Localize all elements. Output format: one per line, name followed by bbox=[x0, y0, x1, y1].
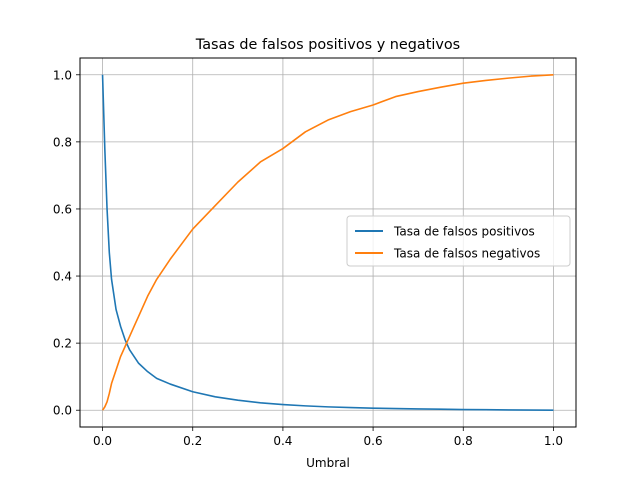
x-tick-label: 0.0 bbox=[93, 434, 112, 448]
legend-label-false-positive: Tasa de falsos positivos bbox=[393, 225, 535, 239]
y-tick-label: 1.0 bbox=[53, 68, 72, 82]
y-tick-label: 0.0 bbox=[53, 404, 72, 418]
y-tick-label: 0.8 bbox=[53, 135, 72, 149]
y-tick-label: 0.2 bbox=[53, 337, 72, 351]
plot-frame bbox=[79, 57, 577, 428]
x-tick-label: 1.0 bbox=[544, 434, 563, 448]
chart-title: Tasas de falsos positivos y negativos bbox=[195, 37, 460, 53]
y-tick-label: 0.4 bbox=[53, 270, 72, 284]
x-tick-label: 0.8 bbox=[454, 434, 473, 448]
legend-label-false-negative: Tasa de falsos negativos bbox=[393, 247, 540, 261]
x-tick-label: 0.6 bbox=[364, 434, 383, 448]
y-axis-ticks: 0.0 0.2 0.4 0.6 0.8 1.0 bbox=[53, 68, 80, 418]
x-axis-ticks: 0.0 0.2 0.4 0.6 0.8 1.0 bbox=[93, 427, 563, 448]
x-tick-label: 0.2 bbox=[183, 434, 202, 448]
y-tick-label: 0.6 bbox=[53, 202, 72, 216]
x-tick-label: 0.4 bbox=[273, 434, 292, 448]
legend-box bbox=[346, 215, 571, 267]
series-line-false-negative bbox=[101, 73, 554, 411]
series-line-false-positive bbox=[101, 74, 554, 412]
x-axis-label: Umbral bbox=[306, 456, 350, 470]
grid bbox=[80, 58, 576, 427]
series-layer bbox=[101, 73, 554, 412]
legend: Tasa de falsos positivos Tasa de falsos … bbox=[346, 215, 571, 267]
